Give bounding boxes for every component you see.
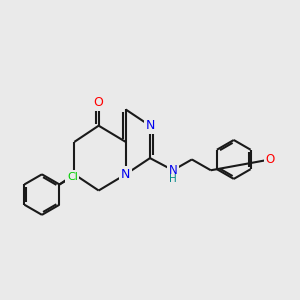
Text: H: H: [169, 174, 177, 184]
Text: O: O: [266, 153, 275, 166]
Text: O: O: [94, 96, 103, 109]
Text: N: N: [145, 119, 155, 132]
Text: Cl: Cl: [67, 172, 78, 182]
Text: N: N: [121, 168, 130, 181]
Text: N: N: [169, 164, 177, 177]
